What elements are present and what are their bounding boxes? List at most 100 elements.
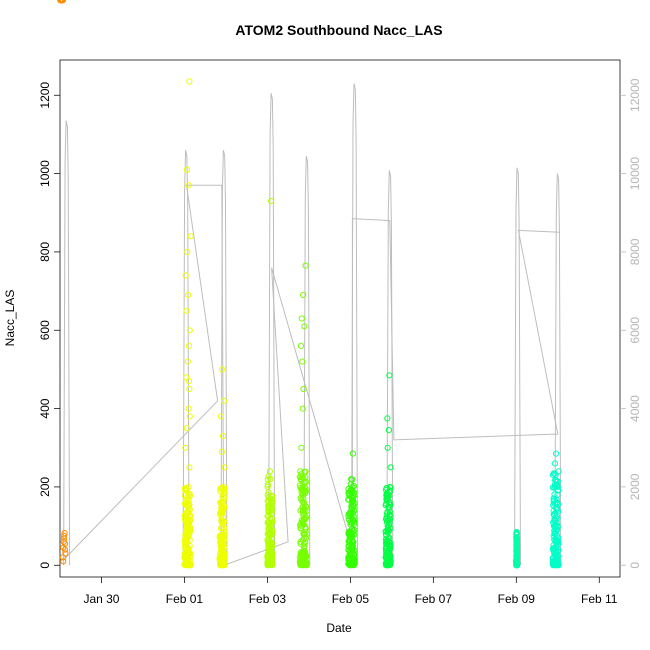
data-point (220, 486, 227, 493)
data-point (218, 448, 225, 455)
data-point (349, 538, 356, 546)
data-point (267, 511, 274, 518)
spike-line (386, 170, 394, 566)
data-point (300, 507, 307, 514)
spike-line (514, 167, 521, 566)
data-point (61, 535, 68, 542)
data-point (300, 550, 307, 557)
data-point (185, 342, 193, 349)
data-point (300, 521, 307, 528)
secondary-y-tick-label: 6000 (628, 317, 642, 344)
data-point (385, 526, 392, 534)
data-point (298, 523, 305, 530)
data-point (184, 526, 191, 534)
data-point (513, 534, 520, 541)
data-point (183, 561, 190, 568)
y-tick-label: 1200 (38, 82, 52, 109)
data-point (351, 514, 358, 521)
data-point (217, 534, 224, 542)
data-point (266, 519, 273, 526)
data-point (216, 556, 223, 563)
data-point (550, 523, 558, 530)
data-point (266, 503, 273, 510)
data-point (351, 547, 358, 554)
data-point (217, 539, 224, 546)
data-point (265, 542, 272, 549)
spike-line (303, 155, 311, 566)
data-point (555, 508, 562, 515)
data-point (384, 415, 391, 422)
data-point (186, 78, 193, 85)
data-point (221, 528, 228, 536)
data-point (386, 483, 393, 490)
data-point (552, 515, 559, 522)
data-point (186, 502, 193, 509)
data-point (550, 498, 557, 505)
data-point (186, 525, 193, 533)
data-point (219, 432, 227, 440)
data-point (219, 508, 226, 515)
data-point (267, 476, 274, 483)
spike-line (63, 120, 71, 566)
secondary-series (63, 83, 562, 567)
data-point (385, 427, 392, 434)
data-point (387, 501, 394, 508)
data-point (384, 519, 391, 526)
data-point (345, 554, 352, 561)
spike-line (220, 149, 228, 566)
data-point (549, 558, 556, 565)
data-point (186, 464, 193, 471)
data-point (301, 483, 308, 490)
data-point (299, 358, 306, 365)
data-point (221, 464, 228, 471)
data-point (553, 499, 561, 506)
data-point (183, 374, 190, 381)
data-point (186, 385, 193, 393)
data-point (220, 498, 227, 505)
y-tick-label: 800 (38, 242, 52, 262)
x-tick-label: Feb 05 (332, 592, 370, 606)
data-point (302, 503, 310, 510)
data-point (351, 526, 358, 534)
data-point (182, 531, 189, 538)
data-point (514, 540, 521, 547)
data-point (555, 468, 562, 475)
data-point (385, 503, 392, 510)
secondary-y-tick-label: 10000 (628, 157, 642, 191)
data-point (383, 561, 390, 568)
data-point (348, 476, 355, 483)
data-point (302, 561, 309, 569)
data-point (185, 182, 192, 189)
data-point (383, 516, 390, 523)
data-point (61, 532, 68, 540)
data-point (383, 485, 390, 492)
y-tick-label: 600 (38, 320, 52, 340)
x-tick-label: Feb 07 (415, 592, 453, 606)
data-point (184, 503, 191, 510)
data-point (301, 323, 308, 330)
data-point (298, 315, 305, 322)
data-point (387, 561, 394, 568)
data-point (219, 366, 226, 373)
data-point (298, 444, 305, 451)
plot-frame (59, 59, 621, 578)
data-point (299, 405, 306, 412)
y-tick-label: 200 (38, 477, 52, 497)
data-point (185, 378, 193, 385)
data-point (550, 511, 557, 519)
data-point (349, 483, 356, 490)
secondary-y-tick-label: 0 (628, 562, 642, 569)
data-point (264, 554, 271, 561)
data-point (347, 519, 354, 526)
data-point (383, 493, 390, 500)
data-point (264, 491, 271, 498)
data-point (349, 450, 356, 457)
data-point (187, 491, 194, 498)
data-point (554, 483, 561, 490)
data-point (266, 468, 273, 475)
y-tick-label: 400 (38, 398, 52, 418)
data-point (218, 519, 225, 526)
data-point (185, 291, 192, 299)
data-point (383, 543, 390, 550)
secondary-y-tick-label: 2000 (628, 473, 642, 500)
